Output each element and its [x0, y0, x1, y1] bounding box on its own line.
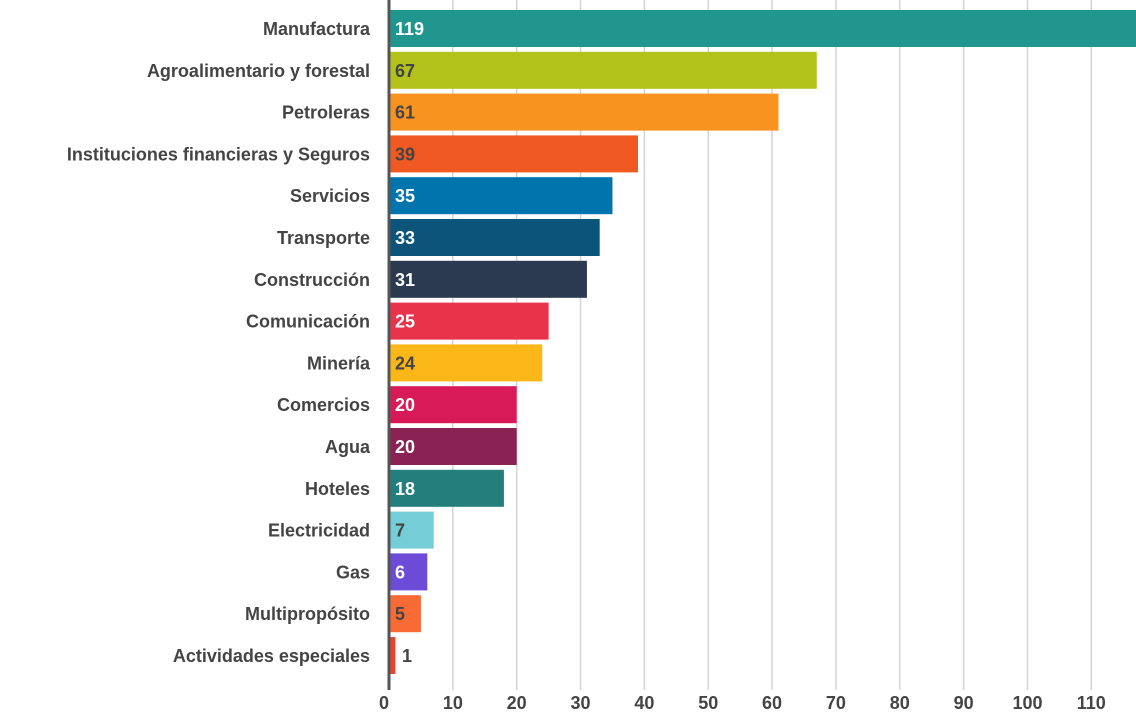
data-label: 20 [395, 437, 415, 457]
data-label: 61 [395, 103, 415, 123]
category-label: Transporte [277, 228, 370, 248]
bar [389, 386, 517, 424]
category-label: Manufactura [263, 19, 371, 39]
x-tick-label: 0 [379, 693, 389, 713]
x-tick-label: 80 [890, 693, 910, 713]
category-label: Actividades especiales [173, 646, 370, 666]
value-labels: 119 67 61 39 35 33 31 25 24 20 20 18 7 6 5 1 [395, 19, 424, 666]
category-label: Agroalimentario y forestal [147, 61, 370, 81]
category-labels: Manufactura Agroalimentario y forestal Pet… [67, 19, 371, 666]
bar [389, 10, 1136, 47]
x-tick-label: 10 [443, 693, 463, 713]
category-label: Minería [307, 353, 371, 373]
data-label: 24 [395, 353, 415, 373]
bar [389, 511, 434, 549]
bar [389, 595, 421, 633]
x-tick-label: 40 [634, 693, 654, 713]
data-label: 6 [395, 562, 405, 582]
x-tick-label: 60 [762, 693, 782, 713]
bar [389, 344, 543, 382]
category-label: Agua [325, 437, 371, 457]
x-tick-label: 20 [507, 693, 527, 713]
bar [389, 51, 817, 89]
category-label: Servicios [290, 186, 370, 206]
bar [389, 260, 587, 298]
bar [389, 428, 517, 465]
data-label: 39 [395, 144, 415, 164]
category-label: Electricidad [268, 521, 370, 541]
data-label: 35 [395, 186, 415, 206]
category-label: Instituciones financieras y Seguros [67, 144, 370, 164]
x-tick-label: 30 [571, 693, 591, 713]
category-label: Comunicación [246, 312, 370, 332]
data-label: 7 [395, 521, 405, 541]
data-label: 119 [395, 19, 424, 39]
bar [389, 135, 638, 173]
x-tick-labels: 0 10 20 30 40 50 60 70 80 90 100 110 [379, 693, 1106, 713]
data-label: 67 [395, 61, 415, 81]
category-label: Hoteles [305, 479, 370, 499]
bars [389, 10, 1136, 674]
bar [389, 219, 600, 256]
data-label: 1 [402, 646, 412, 666]
bar [389, 177, 613, 215]
category-label: Petroleras [282, 103, 370, 123]
data-label: 5 [395, 604, 405, 624]
category-label: Comercios [277, 395, 370, 415]
bar [389, 637, 396, 674]
bar [389, 93, 779, 131]
x-tick-label: 50 [698, 693, 718, 713]
bar [389, 553, 428, 591]
x-tick-label: 110 [1077, 693, 1106, 713]
x-tick-label: 90 [954, 693, 974, 713]
data-label: 18 [395, 479, 415, 499]
category-label: Construcción [254, 270, 370, 290]
bar [389, 469, 504, 507]
data-label: 31 [395, 270, 415, 290]
x-tick-label: 100 [1012, 693, 1042, 713]
category-label: Gas [336, 562, 370, 582]
x-tick-label: 70 [826, 693, 846, 713]
data-label: 25 [395, 312, 415, 332]
data-label: 20 [395, 395, 415, 415]
data-label: 33 [395, 228, 415, 248]
bar [389, 302, 549, 340]
category-label: Multipropósito [245, 604, 370, 624]
